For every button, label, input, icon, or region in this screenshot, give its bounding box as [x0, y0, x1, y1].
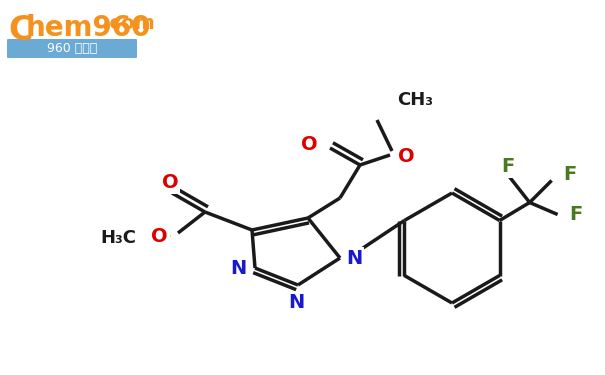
Text: O: O — [162, 174, 178, 192]
Text: O: O — [301, 135, 318, 153]
Text: O: O — [398, 147, 414, 166]
Text: F: F — [564, 165, 577, 184]
Text: 960 化工网: 960 化工网 — [47, 42, 97, 54]
Text: F: F — [570, 205, 583, 224]
Text: .com: .com — [102, 14, 155, 33]
Text: N: N — [288, 293, 304, 312]
Text: H₃C: H₃C — [100, 229, 136, 247]
Text: C: C — [8, 14, 33, 47]
Text: N: N — [231, 258, 247, 278]
Text: CH₃: CH₃ — [397, 91, 433, 109]
Text: F: F — [501, 157, 514, 176]
Text: O: O — [151, 228, 168, 246]
Text: hem960: hem960 — [26, 14, 151, 42]
Text: N: N — [346, 249, 362, 267]
FancyBboxPatch shape — [7, 39, 137, 58]
